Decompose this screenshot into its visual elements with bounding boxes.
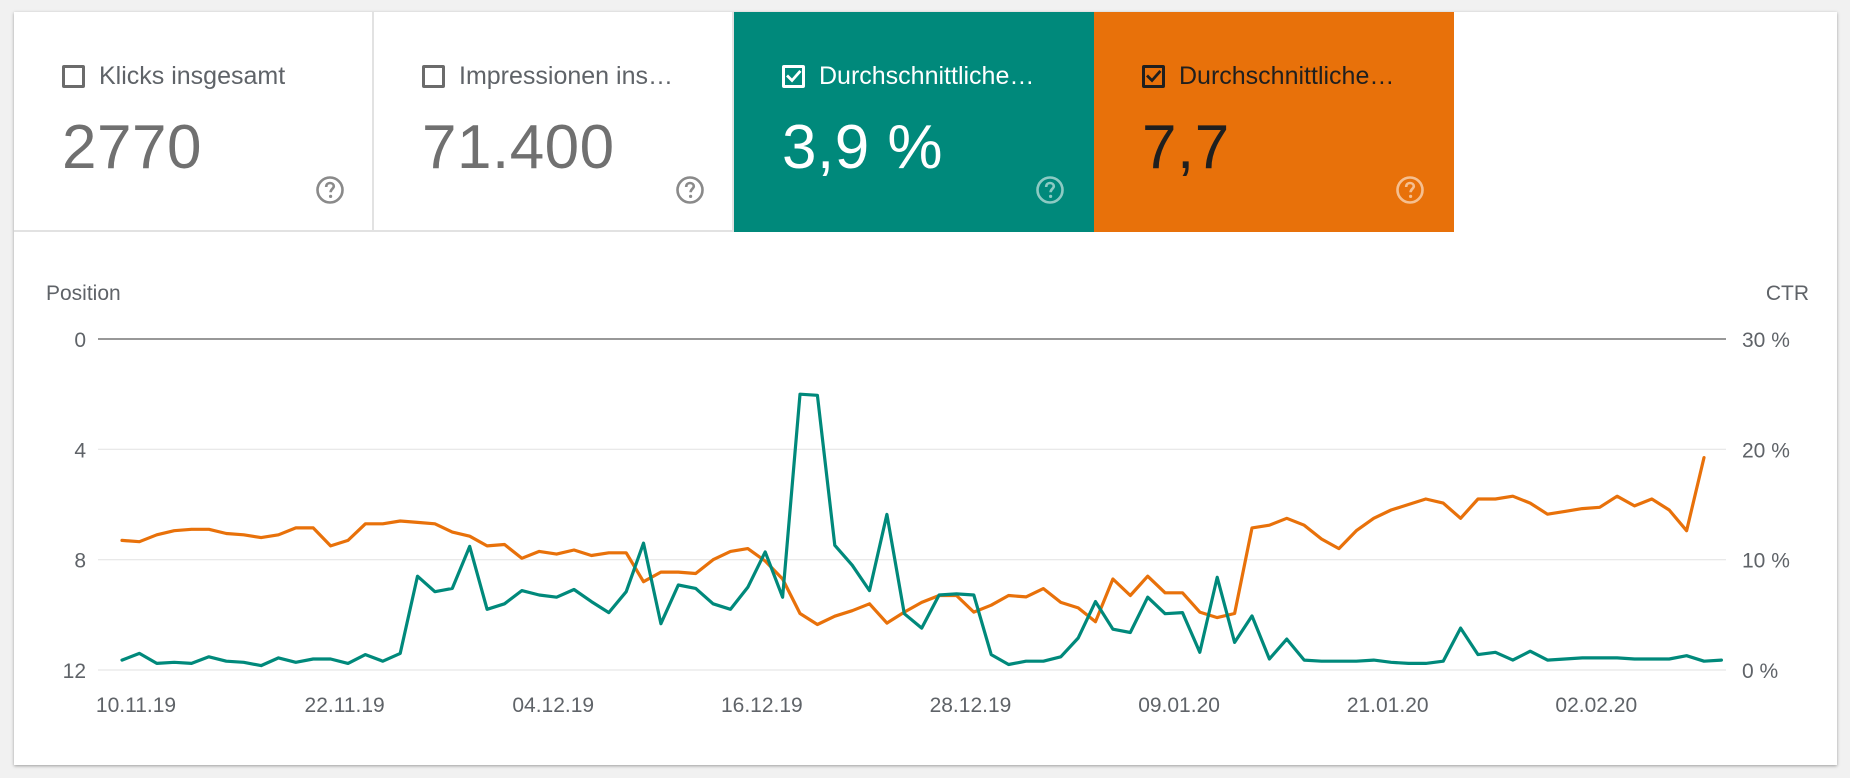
right-tick-label: 0 % (1742, 660, 1778, 683)
x-tick-label: 22.11.19 (305, 694, 385, 717)
metric-tile-2[interactable]: Impressionen ins… 71.400 (374, 12, 734, 232)
x-tick-label: 04.12.19 (512, 694, 594, 717)
metric-label: Durchschnittliche… (819, 62, 1035, 90)
metric-tile-head: Durchschnittliche… (1142, 62, 1394, 91)
right-tick-label: 30 % (1742, 329, 1790, 352)
x-tick-label: 02.02.20 (1555, 694, 1637, 717)
metric-value: 2770 (62, 113, 202, 182)
left-tick-label: 8 (74, 550, 86, 573)
right-axis-title: CTR (1766, 282, 1809, 305)
help-icon[interactable] (315, 175, 345, 205)
checkbox-icon[interactable] (782, 65, 805, 88)
x-tick-label: 16.12.19 (721, 694, 803, 717)
checkmark-icon (1146, 70, 1162, 83)
x-tick-label: 10.11.19 (96, 694, 176, 717)
metric-value: 71.400 (422, 113, 615, 182)
metric-tile-head: Klicks insgesamt (62, 62, 285, 91)
help-icon[interactable] (1035, 175, 1065, 205)
metric-label: Durchschnittliche… (1179, 62, 1395, 90)
x-tick-label: 21.01.20 (1347, 694, 1429, 717)
metric-tile-head: Durchschnittliche… (782, 62, 1034, 91)
checkmark-icon (786, 70, 802, 83)
x-tick-label: 28.12.19 (930, 694, 1012, 717)
position-series-line (120, 456, 1706, 627)
right-tick-label: 10 % (1742, 550, 1790, 573)
checkbox-icon[interactable] (62, 65, 85, 88)
left-tick-label: 0 (74, 329, 86, 352)
metric-label: Impressionen ins… (459, 62, 673, 90)
left-axis-title: Position (46, 282, 121, 305)
right-tick-label: 20 % (1742, 439, 1790, 462)
metric-tile-4[interactable]: Durchschnittliche… 7,7 (1094, 12, 1454, 232)
performance-chart: 0 4 8 12 0 % 10 % 20 % 30 % Position CTR 10.11.19 2… (46, 282, 1809, 717)
help-icon[interactable] (1395, 175, 1425, 205)
metric-value: 3,9 % (782, 113, 944, 182)
x-tick-label: 09.01.20 (1138, 694, 1220, 717)
checkbox-icon[interactable] (1142, 65, 1165, 88)
metric-label: Klicks insgesamt (99, 62, 286, 90)
metric-value: 7,7 (1142, 113, 1230, 182)
ctr-series-line (120, 392, 1723, 668)
performance-card: Klicks insgesamt 2770 Impressionen ins… … (14, 12, 1837, 765)
left-tick-label: 4 (74, 439, 86, 462)
checkbox-icon[interactable] (422, 65, 445, 88)
left-tick-label: 12 (63, 660, 86, 683)
metric-tiles: Klicks insgesamt 2770 Impressionen ins… … (14, 12, 1454, 232)
metric-tile-3[interactable]: Durchschnittliche… 3,9 % (734, 12, 1094, 232)
help-icon[interactable] (675, 175, 705, 205)
metric-tile-1[interactable]: Klicks insgesamt 2770 (14, 12, 374, 232)
metric-tile-head: Impressionen ins… (422, 62, 673, 91)
